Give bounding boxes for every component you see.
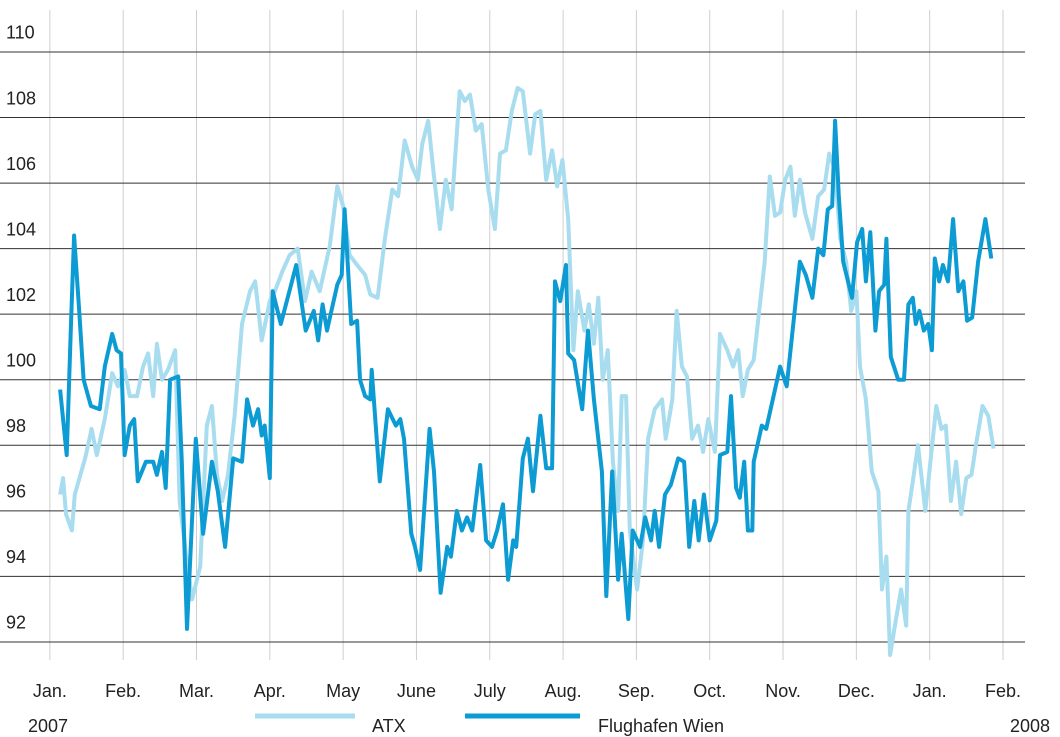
x-tick-label: June [397,681,436,701]
x-tick-label: May [326,681,360,701]
legend-label: Flughafen Wien [598,716,724,736]
x-tick-label: Sep. [618,681,655,701]
x-tick-label: Jan. [913,681,947,701]
y-tick-label: 94 [6,547,26,567]
y-tick-label: 106 [6,154,36,174]
line [58,118,994,631]
y-tick-label: 98 [6,416,26,436]
x-tick-label: Apr. [254,681,286,701]
y-tick-label: 110 [6,23,35,43]
x-tick-label: Mar. [179,681,214,701]
x-tick-label: Nov. [765,681,801,701]
x-tick-label: Jan. [33,681,67,701]
y-tick-label: 104 [6,219,36,239]
y-tick-label: 96 [6,482,26,502]
line [58,86,996,658]
x-tick-label: Dec. [838,681,875,701]
year-label: 2007 [28,716,68,736]
x-tick-label: Feb. [985,681,1021,701]
x-tick-label: Feb. [105,681,141,701]
legend-label: ATX [372,716,406,736]
y-tick-label: 102 [6,285,36,305]
x-tick-label: Oct. [693,681,726,701]
y-tick-label: 108 [6,88,36,108]
y-tick-label: 100 [6,350,36,370]
y-tick-label: 92 [6,613,26,633]
year-label: 2008 [1010,716,1050,736]
x-tick-label: July [474,681,506,701]
x-tick-label: Aug. [545,681,582,701]
